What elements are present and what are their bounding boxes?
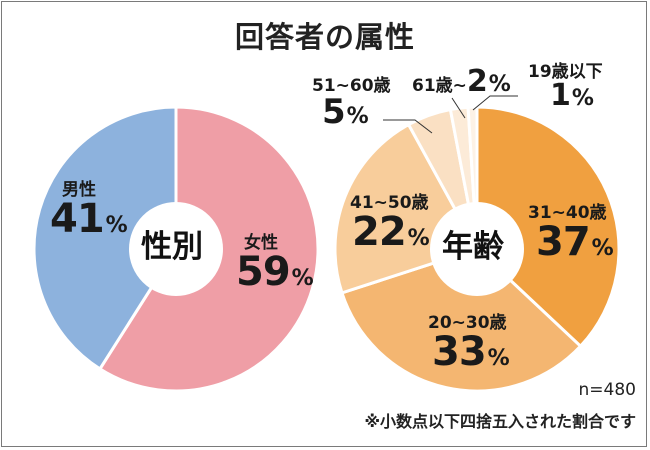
gender-pie	[32, 105, 320, 393]
age-center-label: 年齢	[442, 229, 504, 265]
gender-center-hole	[129, 202, 223, 296]
leader-61	[451, 97, 466, 119]
label-male-unit: %	[105, 213, 128, 238]
label-31-40-name: 31~40歳	[528, 203, 607, 223]
age-slice-1	[340, 247, 583, 393]
label-51-60-unit: %	[346, 104, 369, 129]
label-20-30: 20~30歳 33%	[428, 313, 510, 375]
age-pie	[333, 105, 621, 393]
age-center-hole	[430, 202, 524, 296]
leader-51-60	[383, 119, 433, 134]
label-41-50-unit: %	[407, 226, 430, 251]
label-female: 女性 59%	[236, 233, 314, 295]
label-41-50: 41~50歳 22%	[350, 193, 430, 255]
leader-19	[472, 95, 518, 111]
label-41-50-value: 22	[352, 209, 407, 255]
label-51-60: 51~60歳 5%	[312, 76, 391, 132]
label-male: 男性 41%	[50, 180, 128, 242]
leader-lines	[383, 95, 518, 134]
label-female-name: 女性	[244, 233, 278, 253]
footnote: ※小数点以下四捨五入された割合です	[364, 412, 636, 431]
label-19-name: 19歳以下	[528, 62, 603, 82]
label-male-name: 男性	[62, 180, 96, 200]
age-slice-0	[475, 105, 621, 349]
label-31-40-value: 37	[536, 219, 591, 265]
label-51-60-name: 51~60歳	[312, 76, 391, 96]
label-61-value: 2	[466, 64, 488, 99]
label-20-30-unit: %	[487, 346, 510, 371]
label-61: 61歳~2%	[412, 67, 511, 97]
sample-size: n=480	[578, 380, 636, 400]
label-31-40: 31~40歳 37%	[528, 203, 614, 265]
label-31-40-unit: %	[591, 236, 614, 261]
label-51-60-value: 5	[322, 92, 346, 132]
label-20-30-name: 20~30歳	[428, 313, 507, 333]
label-19-unit: %	[571, 86, 594, 111]
label-61-unit: %	[488, 72, 511, 97]
label-19: 19歳以下 1%	[528, 64, 603, 111]
gender-slice-1	[32, 105, 178, 371]
gender-center-label: 性別	[141, 229, 203, 265]
label-male-value: 41	[50, 196, 105, 242]
label-61-name: 61歳~	[412, 76, 467, 96]
label-female-unit: %	[291, 266, 314, 291]
label-female-value: 59	[236, 249, 291, 295]
label-20-30-value: 33	[432, 329, 487, 375]
chart-title: 回答者の属性	[234, 20, 415, 54]
label-19-value: 1	[550, 78, 571, 113]
label-41-50-name: 41~50歳	[350, 193, 429, 213]
